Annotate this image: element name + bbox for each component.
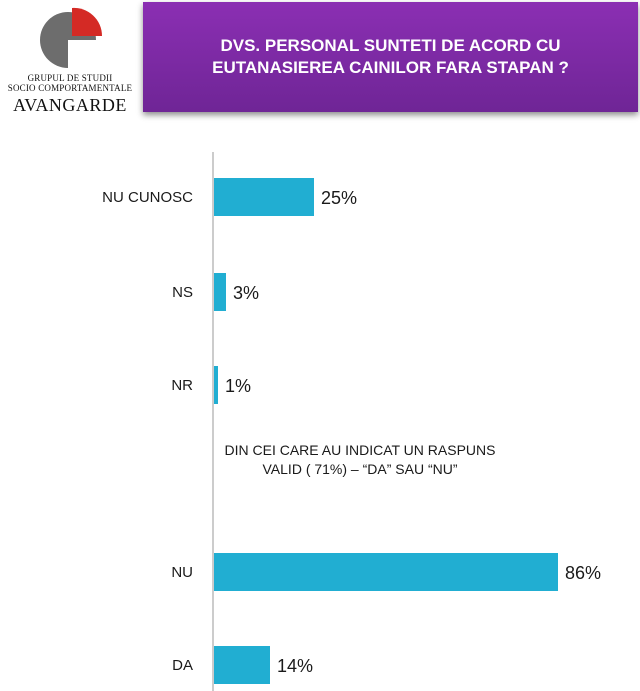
chart-note: DIN CEI CARE AU INDICAT UN RASPUNS VALID… bbox=[224, 442, 496, 477]
category-label: NR bbox=[171, 377, 193, 394]
title-banner: DVS. PERSONAL SUNTETI DE ACORD CU EUTANA… bbox=[143, 2, 638, 112]
category-label: DA bbox=[172, 657, 193, 674]
category-label: NU CUNOSC bbox=[102, 189, 193, 206]
category-label: NU bbox=[171, 564, 193, 581]
logo-pie-icon bbox=[40, 7, 103, 70]
logo-brand: AVANGARDE bbox=[13, 95, 127, 115]
logo-line2: SOCIO COMPORTAMENTALE bbox=[7, 83, 133, 93]
bar-0 bbox=[214, 178, 314, 216]
bar-1 bbox=[214, 273, 226, 311]
logo-line1: GRUPUL DE STUDII bbox=[27, 73, 113, 83]
value-label: 3% bbox=[233, 283, 259, 303]
category-label: NS bbox=[172, 284, 193, 301]
question-title: DVS. PERSONAL SUNTETI DE ACORD CU EUTANA… bbox=[212, 36, 569, 77]
logo-accent bbox=[72, 7, 103, 36]
value-label: 14% bbox=[277, 656, 313, 676]
value-label: 25% bbox=[321, 188, 357, 208]
value-label: 1% bbox=[225, 376, 251, 396]
logo: GRUPUL DE STUDII SOCIO COMPORTAMENTALE A… bbox=[0, 0, 140, 120]
bar-4 bbox=[214, 646, 270, 684]
value-label: 86% bbox=[565, 563, 601, 583]
bar-3 bbox=[214, 553, 558, 591]
logo-cutout bbox=[68, 40, 98, 70]
bar-2 bbox=[214, 366, 218, 404]
